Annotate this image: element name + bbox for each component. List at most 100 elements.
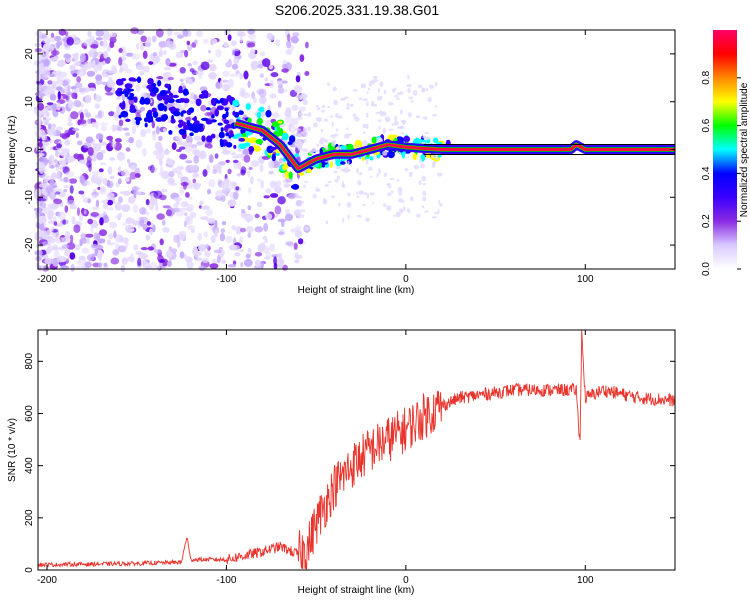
noise-blob <box>37 102 45 111</box>
halo-blob <box>315 188 321 192</box>
noise-blob <box>140 129 147 138</box>
noise-blob <box>102 177 108 185</box>
noise-blob <box>144 39 152 48</box>
noise-blob <box>90 44 99 49</box>
noise-blob <box>271 112 280 119</box>
noise-blob <box>173 31 182 36</box>
ridge-blob <box>120 110 129 118</box>
halo-blob <box>372 75 378 79</box>
noise-blob <box>270 193 279 198</box>
noise-blob <box>179 186 184 196</box>
noise-blob <box>176 165 185 171</box>
noise-blob <box>97 62 103 72</box>
noise-blob <box>208 72 217 80</box>
noise-blob <box>161 188 168 193</box>
noise-blob <box>49 178 54 186</box>
noise-blob <box>76 259 84 266</box>
ridge-blob <box>151 107 157 113</box>
noise-blob <box>236 173 241 177</box>
ridge-blob <box>269 146 277 151</box>
ridge-blob <box>206 135 213 143</box>
noise-blob <box>187 225 196 231</box>
ridge-blob <box>403 135 411 143</box>
ridge-blob <box>210 133 216 139</box>
noise-blob <box>254 213 260 219</box>
noise-blob <box>57 71 62 77</box>
noise-blob <box>63 53 72 59</box>
halo-blob <box>412 90 418 96</box>
ridge-blob <box>306 168 312 174</box>
noise-blob <box>161 219 166 226</box>
noise-blob <box>183 102 189 108</box>
noise-blob <box>198 243 206 249</box>
halo-blob <box>299 112 303 117</box>
noise-blob <box>284 213 294 222</box>
noise-blob <box>43 70 51 80</box>
halo-blob <box>331 141 336 147</box>
halo-blob <box>362 203 367 207</box>
ridge-blob <box>214 108 219 117</box>
noise-blob <box>86 180 90 186</box>
halo-blob <box>316 107 321 110</box>
noise-blob <box>198 150 207 160</box>
colorbar-ticks: 0.0 0.2 0.4 0.6 0.8 <box>701 70 741 276</box>
noise-blob <box>74 265 84 270</box>
halo-blob <box>321 104 325 109</box>
noise-blob <box>222 70 230 77</box>
noise-blob <box>109 157 116 161</box>
noise-blob <box>79 159 86 164</box>
ridge-blob <box>178 128 187 135</box>
noise-blob <box>64 249 69 257</box>
halo-blob <box>358 97 363 101</box>
noise-blob <box>165 250 174 259</box>
noise-blob <box>94 94 102 103</box>
noise-blob <box>48 155 55 165</box>
noise-blob <box>90 243 98 249</box>
noise-blob <box>208 179 216 188</box>
ridge-blob <box>125 118 131 122</box>
noise-blob <box>214 229 219 238</box>
noise-blob <box>248 186 252 195</box>
ridge-blob <box>143 97 151 105</box>
noise-blob <box>43 157 48 166</box>
noise-blob <box>71 216 76 225</box>
noise-blob <box>155 152 165 161</box>
noise-blob <box>198 205 202 209</box>
noise-blob <box>54 159 58 164</box>
noise-blob <box>158 259 166 263</box>
noise-blob <box>99 58 103 63</box>
halo-blob <box>352 113 357 117</box>
noise-blob <box>278 83 283 89</box>
spec-y-tick-label: 0 <box>24 146 35 152</box>
noise-blob <box>158 135 163 141</box>
halo-blob <box>391 88 395 93</box>
noise-blob <box>208 217 216 225</box>
noise-blob <box>184 49 189 58</box>
noise-blob <box>277 100 282 108</box>
noise-blob <box>142 147 147 157</box>
ridge-blob <box>186 120 191 126</box>
ridge-blob <box>412 153 417 161</box>
halo-blob <box>302 130 308 137</box>
ridge-blob <box>170 118 176 124</box>
noise-blob <box>231 225 237 231</box>
noise-blob <box>132 185 139 195</box>
ridge-blob <box>178 119 184 124</box>
halo-blob <box>380 111 387 117</box>
noise-blob <box>87 30 92 38</box>
noise-blob <box>39 110 43 117</box>
noise-blob <box>65 171 75 178</box>
noise-blob <box>209 263 219 269</box>
noise-blob <box>67 122 73 126</box>
halo-blob <box>320 129 324 133</box>
ridge-blob <box>271 121 279 128</box>
ridge-blob <box>201 117 209 121</box>
halo-blob <box>413 164 419 170</box>
noise-blob <box>119 62 129 72</box>
noise-blob <box>167 27 173 37</box>
noise-blob <box>225 159 230 163</box>
noise-blob <box>117 245 127 253</box>
ridge-blob <box>220 127 224 132</box>
halo-blob <box>365 158 369 165</box>
noise-blob <box>189 100 196 105</box>
